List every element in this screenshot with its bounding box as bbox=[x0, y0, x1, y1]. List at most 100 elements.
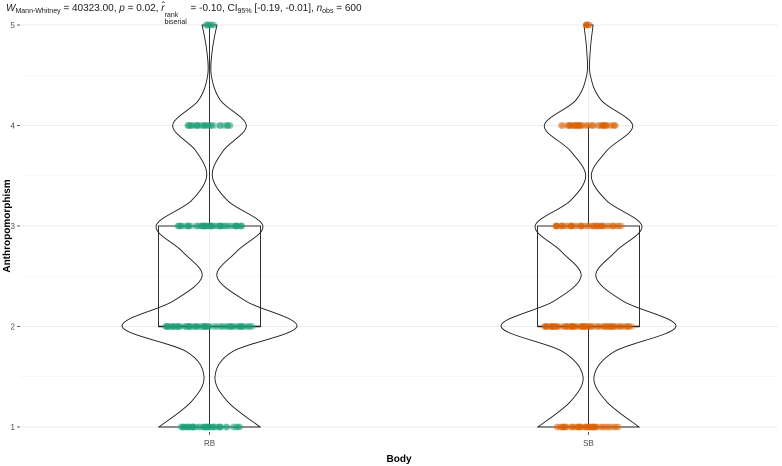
data-point-rb bbox=[237, 222, 244, 230]
data-point-rb bbox=[224, 222, 232, 230]
data-point-sb bbox=[617, 323, 625, 330]
data-point-sb bbox=[578, 222, 585, 230]
data-point-rb bbox=[216, 222, 224, 230]
data-point-sb bbox=[552, 222, 560, 230]
data-point-rb bbox=[206, 222, 214, 230]
data-point-rb bbox=[217, 222, 225, 230]
data-point-rb bbox=[200, 423, 208, 431]
data-point-sb bbox=[583, 21, 591, 29]
data-point-rb bbox=[203, 323, 211, 330]
data-point-sb bbox=[559, 222, 567, 230]
data-point-rb bbox=[205, 423, 213, 431]
data-point-sb bbox=[618, 222, 625, 230]
data-point-rb bbox=[216, 122, 224, 129]
data-point-rb bbox=[247, 323, 255, 330]
data-point-sb bbox=[607, 222, 615, 230]
data-point-sb bbox=[601, 122, 609, 129]
data-point-sb bbox=[574, 122, 582, 129]
data-point-sb bbox=[564, 222, 571, 230]
data-point-sb bbox=[593, 222, 601, 230]
data-point-sb bbox=[579, 323, 586, 330]
data-point-sb bbox=[548, 323, 556, 330]
data-point-rb bbox=[232, 222, 240, 230]
grid-lines bbox=[20, 20, 778, 432]
data-point-sb bbox=[582, 21, 590, 29]
data-point-sb bbox=[546, 323, 554, 330]
data-point-rb bbox=[207, 222, 214, 230]
data-point-sb bbox=[610, 222, 618, 230]
y-tick-label: 1 bbox=[11, 423, 16, 432]
data-point-rb bbox=[226, 122, 234, 129]
data-point-sb bbox=[605, 423, 613, 431]
data-point-sb bbox=[628, 323, 636, 330]
data-point-rb bbox=[201, 323, 209, 330]
data-point-sb bbox=[577, 222, 584, 230]
data-point-rb bbox=[195, 222, 203, 230]
data-point-sb bbox=[584, 323, 592, 330]
data-point-sb bbox=[548, 323, 556, 330]
data-point-sb bbox=[604, 222, 612, 230]
data-point-rb bbox=[202, 222, 209, 230]
data-point-rb bbox=[216, 222, 224, 230]
data-point-sb bbox=[581, 423, 589, 431]
data-point-rb bbox=[183, 222, 191, 230]
data-point-rb bbox=[188, 423, 196, 431]
data-point-rb bbox=[203, 423, 210, 431]
data-point-rb bbox=[223, 323, 231, 330]
data-point-rb bbox=[193, 122, 201, 129]
data-point-rb bbox=[178, 222, 185, 230]
data-point-sb bbox=[594, 122, 602, 129]
data-point-sb bbox=[607, 323, 614, 330]
data-point-sb bbox=[599, 122, 607, 129]
data-point-rb bbox=[174, 222, 182, 230]
data-point-sb bbox=[601, 423, 608, 431]
data-point-rb bbox=[186, 323, 194, 330]
data-point-rb bbox=[169, 323, 177, 330]
data-point-sb bbox=[561, 423, 569, 431]
data-point-rb bbox=[233, 222, 240, 230]
data-point-sb bbox=[593, 222, 601, 230]
data-point-rb bbox=[222, 222, 230, 230]
data-point-sb bbox=[584, 122, 592, 129]
data-point-sb bbox=[609, 222, 617, 230]
data-point-rb bbox=[193, 323, 201, 330]
data-point-rb bbox=[189, 122, 196, 129]
data-point-sb bbox=[553, 323, 561, 330]
data-point-rb bbox=[182, 323, 190, 330]
data-point-sb bbox=[563, 323, 571, 330]
data-point-rb bbox=[219, 122, 227, 129]
data-point-sb bbox=[559, 423, 566, 431]
data-point-rb bbox=[225, 222, 232, 230]
data-point-rb bbox=[231, 222, 239, 230]
data-point-sb bbox=[575, 423, 583, 431]
x-tick-label: RB bbox=[204, 439, 215, 448]
y-axis-title: Anthropomorphism bbox=[2, 179, 13, 272]
data-point-rb bbox=[208, 122, 216, 129]
data-point-sb bbox=[598, 222, 606, 230]
data-point-sb bbox=[575, 122, 583, 129]
data-point-sb bbox=[623, 323, 630, 330]
data-point-sb bbox=[584, 323, 592, 330]
data-point-sb bbox=[549, 323, 556, 330]
data-point-rb bbox=[238, 323, 246, 330]
data-point-sb bbox=[600, 323, 607, 330]
data-point-rb bbox=[216, 222, 224, 230]
data-point-rb bbox=[239, 323, 247, 330]
data-point-sb bbox=[573, 323, 581, 330]
data-point-sb bbox=[590, 423, 598, 431]
data-point-sb bbox=[587, 323, 595, 330]
data-point-sb bbox=[581, 122, 589, 129]
data-point-rb bbox=[207, 122, 215, 129]
data-point-sb bbox=[595, 423, 602, 431]
data-point-sb bbox=[590, 423, 598, 431]
data-point-sb bbox=[625, 323, 633, 330]
data-point-rb bbox=[236, 323, 244, 330]
data-point-sb bbox=[611, 423, 619, 431]
data-point-sb bbox=[581, 222, 589, 230]
data-point-sb bbox=[557, 423, 564, 431]
data-point-sb bbox=[584, 21, 591, 29]
data-point-rb bbox=[216, 423, 224, 431]
axis-ticks: 1 2 3 4 5 RB SB bbox=[11, 21, 594, 448]
data-point-rb bbox=[189, 423, 197, 431]
data-point-sb bbox=[597, 222, 605, 230]
